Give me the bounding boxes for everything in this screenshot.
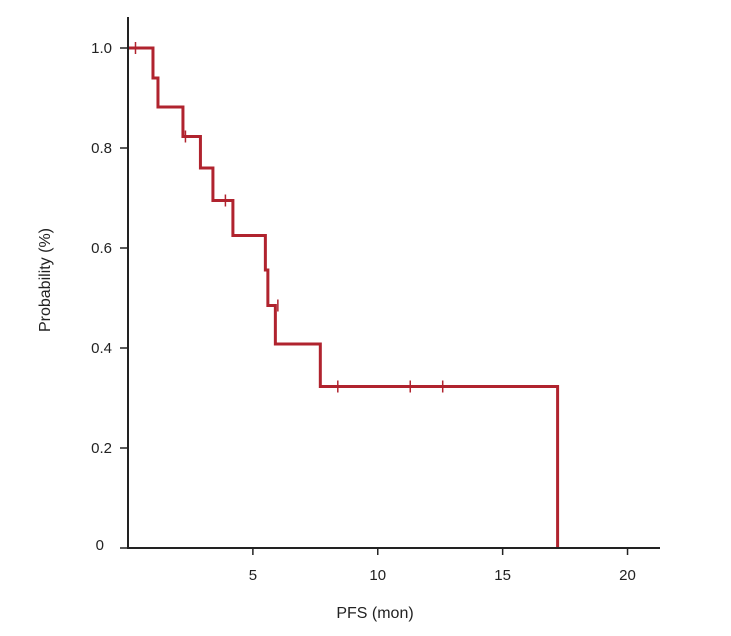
y-ticks: 0 0.2 0.4 0.6 0.8 1.0 [91,40,128,554]
survival-curve [128,46,560,548]
y-tick-label: 1.0 [91,40,112,57]
x-tick-label: 20 [619,567,636,584]
y-tick-label: 0.8 [91,140,112,157]
y-axis-label: Probability (%) [37,228,54,332]
y-tick-label: 0 [96,537,104,554]
y-tick-label: 0.2 [91,440,112,457]
x-ticks: 5 10 15 20 [249,548,636,584]
x-tick-label: 15 [494,567,511,584]
x-axis-label: PFS (mon) [336,605,413,622]
y-tick-label: 0.4 [91,340,112,357]
x-tick-label: 10 [369,567,386,584]
x-tick-label: 5 [249,567,257,584]
y-tick-label: 0.6 [91,240,112,257]
plot-area [128,42,560,548]
